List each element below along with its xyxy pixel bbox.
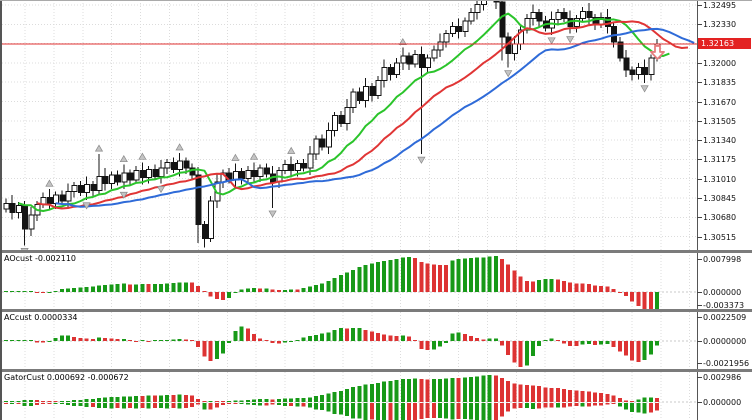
axis-tick: [697, 5, 702, 6]
fractal-down-icon: [82, 202, 91, 210]
axis-tick: [697, 82, 702, 83]
fractal-down-icon: [119, 191, 128, 199]
fractal-down-icon: [504, 70, 513, 78]
axis-tick: [697, 305, 702, 306]
axis-tick: [697, 121, 702, 122]
price-tick-label: 1.31670: [703, 98, 737, 107]
fractal-up-icon: [231, 153, 240, 161]
price-tick-label: 1.31010: [703, 175, 737, 184]
ao-axis-label: 0.000000: [703, 288, 742, 297]
axis-tick: [697, 198, 702, 199]
price-tick-label: 1.31505: [703, 117, 737, 126]
ao-axis-label: -0.003373: [703, 301, 745, 310]
axis-tick: [697, 24, 702, 25]
axis-tick: [697, 317, 702, 318]
fractal-down-icon: [417, 156, 426, 164]
axis-tick: [697, 179, 702, 180]
fractal-up-icon: [249, 152, 259, 160]
price-tick-label: 1.32495: [703, 1, 737, 10]
gator-axis-label: 0.000000: [703, 398, 742, 407]
indicator-histogram: [2, 375, 697, 403]
axis-tick: [697, 292, 702, 293]
axis-tick: [697, 402, 702, 403]
fractal-up-icon: [94, 144, 104, 152]
fractal-icons: [20, 36, 649, 250]
ac-axis-label: 0.0000000: [703, 337, 747, 346]
ao-indicator-label: AOcust -0.002110: [4, 254, 77, 263]
gator-axis-label: 0.002986: [703, 373, 742, 382]
fractal-down-icon: [268, 210, 277, 218]
axis-tick: [697, 363, 702, 364]
ao-axis-label: 0.007998: [703, 255, 742, 264]
fractal-up-icon: [175, 143, 184, 151]
sell-signal-arrow-icon: [650, 45, 665, 60]
alligator-jaw-line: [55, 27, 695, 208]
price-tick-label: 1.32000: [703, 59, 737, 68]
fractal-up-icon: [119, 154, 128, 163]
fractal-down-icon: [20, 248, 29, 250]
fractal-up-icon: [138, 152, 147, 160]
axis-tick: [697, 341, 702, 342]
fractal-up-icon: [287, 146, 296, 154]
price-tick-label: 1.30845: [703, 194, 737, 203]
gator-lower-histogram: [4, 403, 659, 420]
ac-indicator-label: ACcust 0.0000334: [4, 313, 78, 322]
axis-tick: [697, 102, 702, 103]
indicator-histogram: [2, 256, 697, 309]
fractal-down-icon: [156, 186, 166, 194]
gator-indicator-label: GatorCust 0.000692 -0.000672: [4, 373, 129, 382]
axis-tick: [697, 259, 702, 260]
candlestick-series: [3, 0, 661, 248]
axis-tick: [697, 377, 702, 378]
fractal-up-icon: [45, 179, 54, 187]
fractal-down-icon: [566, 36, 575, 44]
grid: [2, 0, 697, 420]
price-tick-label: 1.31175: [703, 155, 737, 164]
axis-tick: [697, 63, 702, 64]
fractal-down-icon: [640, 85, 649, 93]
price-tick-label: 1.32330: [703, 20, 737, 29]
axis-tick: [697, 159, 702, 160]
price-tick-label: 1.31835: [703, 78, 737, 87]
fractal-up-icon: [398, 37, 407, 46]
price-tick-label: 1.30680: [703, 213, 737, 222]
fractal-down-icon: [547, 37, 556, 45]
alligator-teeth-line: [36, 20, 689, 210]
axis-tick: [697, 217, 702, 218]
ac-axis-label: 0.0022509: [703, 313, 747, 322]
alligator-lips-line: [18, 12, 670, 212]
ac-axis-label: -0.0021956: [703, 359, 750, 368]
price-tick-label: 1.30515: [703, 233, 737, 242]
axis-tick: [697, 140, 702, 141]
price-tick-label: 1.31340: [703, 136, 737, 145]
indicator-histogram: [2, 326, 697, 367]
current-price-badge: 1.32163: [698, 38, 751, 49]
axis-tick: [697, 237, 702, 238]
